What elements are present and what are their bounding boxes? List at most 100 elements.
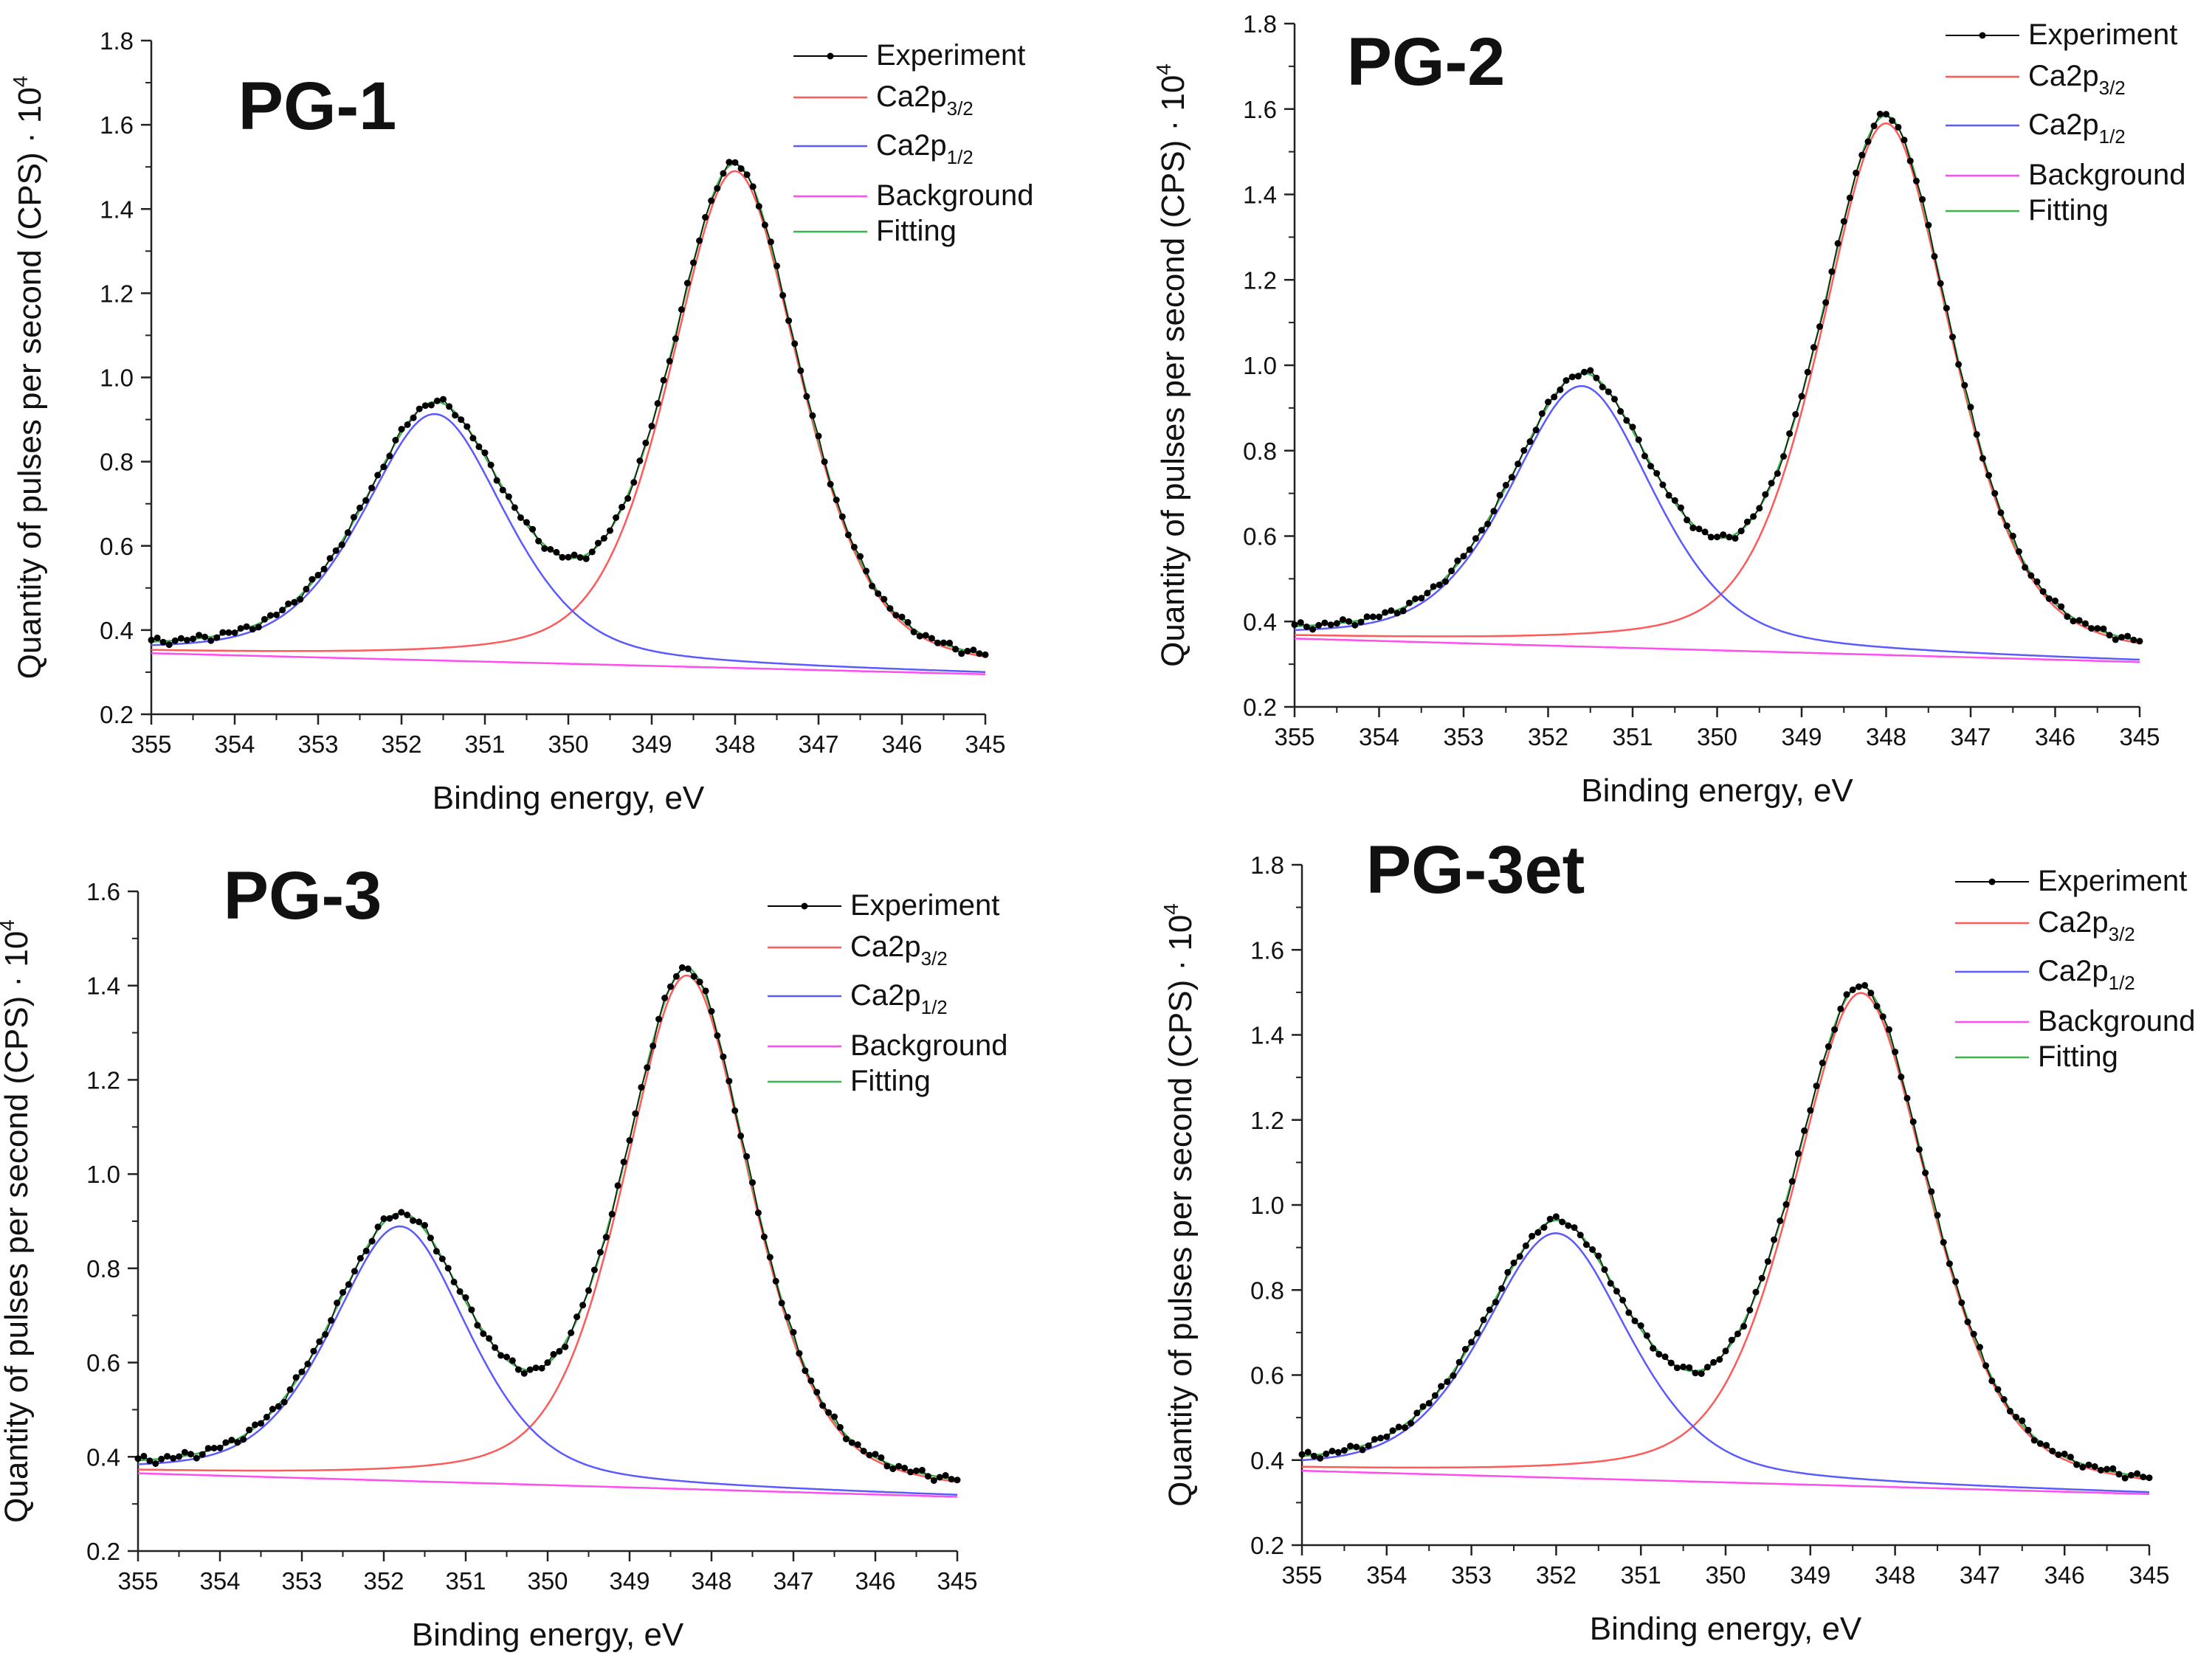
experiment-point: [654, 400, 661, 407]
experiment-point: [2118, 634, 2125, 641]
experiment-point: [1478, 527, 1485, 534]
legend-label: Experiment: [850, 889, 999, 922]
experiment-point: [1619, 1296, 1627, 1304]
experiment-point: [1762, 491, 1769, 498]
experiment-point: [630, 479, 638, 486]
experiment-point: [1631, 1317, 1639, 1325]
experiment-point: [193, 1454, 200, 1462]
legend-item: Background: [768, 1029, 1007, 1062]
experiment-point: [356, 1254, 364, 1262]
experiment-point: [1822, 299, 1830, 306]
y-tick-label: 0.6: [1243, 523, 1277, 550]
experiment-point: [154, 635, 161, 641]
y-axis-title: Quantity of pulses per second (CPS) · 10…: [9, 76, 48, 680]
experiment-point: [216, 1444, 224, 1451]
experiment-point: [743, 171, 751, 179]
y-tick-label: 1.0: [1250, 1192, 1284, 1219]
experiment-point: [1647, 463, 1654, 470]
experiment-point: [1686, 1364, 1693, 1371]
experiment-point: [246, 1426, 253, 1434]
y-axis-title-exponent: 4: [9, 76, 32, 88]
chart-panel-pg-3et: 355 354 353 352 351 350 349 348 347 346 345 0.2 0.4 0…: [1106, 832, 2212, 1675]
experiment-point: [1819, 1060, 1826, 1066]
experiment-point: [469, 435, 477, 442]
experiment-point: [146, 1457, 154, 1465]
experiment-point: [2146, 1474, 2153, 1482]
experiment-point: [1752, 1288, 1760, 1296]
experiment-point: [547, 546, 554, 553]
experiment-point: [404, 421, 411, 428]
experiment-point: [1371, 1436, 1378, 1443]
experiment-point: [493, 477, 500, 484]
x-axis-title: Binding energy, eV: [433, 780, 705, 816]
x-tick-label: 350: [1705, 1561, 1746, 1589]
experiment-point: [368, 484, 376, 491]
experiment-point: [1967, 404, 1974, 411]
experiment-point: [1846, 194, 1853, 201]
experiment-point: [1976, 1344, 1983, 1351]
experiment-point: [821, 458, 828, 466]
experiment-point: [720, 1053, 727, 1060]
y-tick-label: 1.2: [1243, 266, 1277, 294]
experiment-point: [2115, 1471, 2123, 1478]
legend-label: Experiment: [2028, 18, 2177, 51]
x-tick-label: 355: [131, 731, 171, 758]
experiment-point: [1315, 621, 1323, 629]
experiment-point: [1637, 1322, 1644, 1329]
legend-item: Experiment: [793, 39, 1025, 72]
experiment-point: [1383, 1433, 1391, 1440]
experiment-point: [767, 238, 774, 246]
experiment-point: [523, 519, 530, 526]
series-ca2p1-2: [137, 1225, 958, 1496]
experiment-point: [683, 280, 691, 287]
experiment-point: [544, 1359, 551, 1367]
experiment-point: [976, 650, 983, 657]
experiment-point: [1376, 613, 1382, 621]
y-axis-title: Quantity of pulses per second (CPS) · 10…: [1152, 63, 1191, 667]
experiment-point: [661, 995, 669, 1001]
x-tick-label: 349: [609, 1567, 650, 1595]
experiment-point: [797, 367, 804, 374]
experiment-point: [1867, 990, 1875, 997]
experiment-point: [714, 1032, 721, 1039]
experiment-point: [1740, 1322, 1748, 1330]
y-tick-label: 0.4: [100, 617, 134, 644]
experiment-point: [2000, 1396, 2008, 1403]
experiment-point: [1743, 518, 1751, 525]
experiment-point: [2104, 1465, 2111, 1473]
chart-panel-pg-2: 355 354 353 352 351 350 349 348 347 346 345 0.2 0.4 0…: [1106, 0, 2212, 838]
experiment-point: [421, 1222, 428, 1229]
experiment-point: [895, 1462, 903, 1470]
y-axis-title-exponent: 4: [1152, 63, 1175, 75]
experiment-point: [263, 1413, 270, 1420]
experiment-point: [1351, 621, 1359, 629]
experiment-point: [922, 632, 929, 639]
chart-panel-pg-3: 355 354 353 352 351 350 349 348 347 346 345 0.2 0.4 0…: [0, 838, 1106, 1675]
experiment-point: [213, 634, 221, 641]
legend-label-sub: 3/2: [921, 947, 948, 970]
experiment-point: [2043, 1442, 2050, 1449]
experiment-point: [316, 1338, 323, 1345]
experiment-point: [1698, 1370, 1705, 1378]
experiment-point: [2061, 1450, 2068, 1457]
experiment-point: [1650, 1344, 1657, 1352]
legend-label-sub: 1/2: [947, 146, 974, 168]
experiment-point: [1912, 177, 1920, 184]
experiment-point: [380, 1215, 387, 1222]
experiment-point: [2045, 595, 2053, 602]
experiment-point: [1508, 474, 1515, 481]
experiment-point: [1843, 991, 1850, 998]
experiment-point: [1955, 361, 1963, 368]
y-tick-label: 1.8: [100, 27, 134, 55]
experiment-point: [2079, 1463, 2087, 1471]
experiment-point: [258, 1420, 264, 1427]
experiment-point: [844, 531, 852, 539]
experiment-point: [815, 432, 822, 440]
experiment-point: [1309, 626, 1316, 633]
experiment-point: [1393, 609, 1401, 617]
experiment-point: [1629, 424, 1636, 431]
legend: ExperimentCa2p3/2Ca2p1/2BackgroundFittin…: [1955, 865, 2195, 1073]
experiment-point: [1870, 122, 1878, 130]
experiment-point: [1684, 517, 1691, 524]
legend-label-main: Experiment: [850, 889, 999, 922]
